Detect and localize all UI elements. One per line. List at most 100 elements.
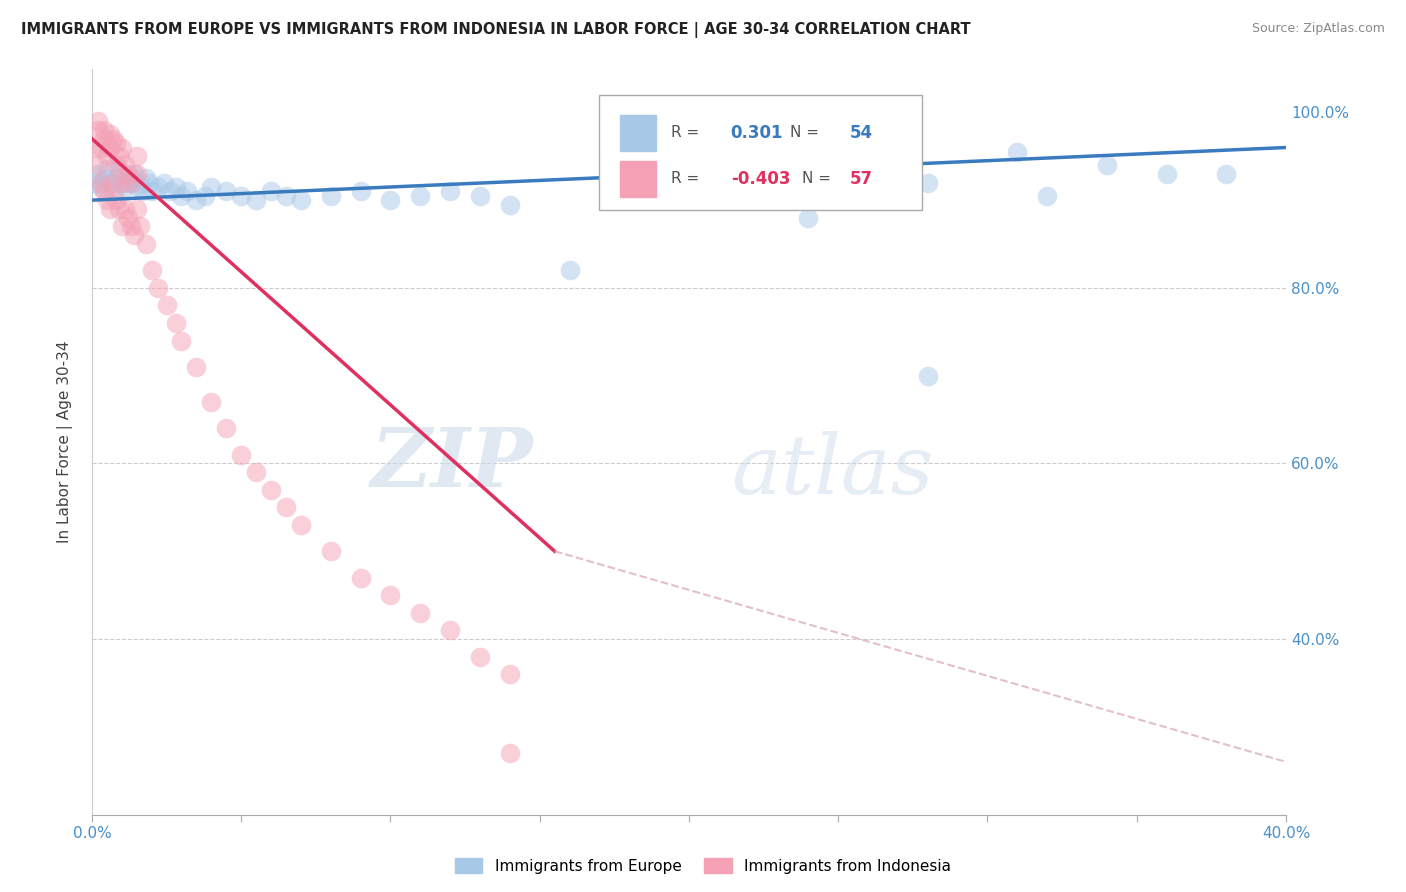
Point	[125, 202, 148, 216]
Point	[104, 193, 127, 207]
Point	[98, 176, 121, 190]
Point	[107, 162, 129, 177]
Point	[1215, 167, 1237, 181]
Point	[122, 167, 145, 181]
Point	[468, 188, 491, 202]
Point	[90, 140, 112, 154]
Point	[380, 588, 402, 602]
Point	[200, 180, 222, 194]
Point	[141, 263, 163, 277]
Point	[1007, 145, 1029, 159]
Point	[114, 202, 136, 216]
Point	[117, 211, 139, 225]
Point	[619, 188, 641, 202]
Point	[84, 140, 107, 154]
Text: Source: ZipAtlas.com: Source: ZipAtlas.com	[1251, 22, 1385, 36]
Point	[135, 171, 157, 186]
Point	[98, 128, 121, 142]
Point	[111, 176, 134, 190]
Point	[215, 421, 238, 435]
Point	[409, 606, 432, 620]
Bar	[620, 115, 655, 151]
Point	[125, 167, 148, 181]
Point	[93, 132, 115, 146]
Point	[558, 263, 581, 277]
Point	[1036, 188, 1059, 202]
Point	[380, 193, 402, 207]
Point	[186, 193, 208, 207]
Point	[128, 176, 150, 190]
Point	[231, 448, 253, 462]
Point	[128, 219, 150, 234]
Point	[917, 176, 939, 190]
Point	[96, 193, 118, 207]
Point	[104, 136, 127, 150]
Point	[104, 171, 127, 186]
Point	[260, 483, 283, 497]
Y-axis label: In Labor Force | Age 30-34: In Labor Force | Age 30-34	[58, 340, 73, 542]
Point	[468, 649, 491, 664]
Point	[120, 176, 142, 190]
Text: 57: 57	[851, 170, 873, 188]
Point	[245, 193, 267, 207]
Point	[125, 149, 148, 163]
Point	[200, 395, 222, 409]
Point	[111, 140, 134, 154]
Point	[84, 176, 107, 190]
Point	[349, 570, 371, 584]
Point	[93, 171, 115, 186]
Point	[141, 185, 163, 199]
Point	[111, 176, 134, 190]
Point	[499, 667, 522, 681]
Point	[290, 193, 312, 207]
Text: 54: 54	[851, 124, 873, 142]
Point	[274, 500, 297, 515]
Point	[101, 185, 124, 199]
Point	[194, 188, 217, 202]
Point	[120, 171, 142, 186]
Point	[93, 123, 115, 137]
Point	[125, 180, 148, 194]
Point	[186, 359, 208, 374]
Point	[90, 176, 112, 190]
Point	[98, 202, 121, 216]
Point	[499, 746, 522, 760]
Point	[155, 298, 177, 312]
Point	[290, 517, 312, 532]
Text: ZIP: ZIP	[371, 424, 534, 504]
Point	[231, 188, 253, 202]
Point	[319, 188, 342, 202]
Point	[260, 185, 283, 199]
Point	[90, 180, 112, 194]
Point	[349, 185, 371, 199]
Text: -0.403: -0.403	[731, 170, 790, 188]
Point	[176, 185, 198, 199]
Point	[107, 202, 129, 216]
Point	[117, 176, 139, 190]
Text: R =: R =	[671, 125, 704, 140]
Bar	[620, 161, 655, 197]
Point	[98, 140, 121, 154]
FancyBboxPatch shape	[599, 95, 922, 211]
Point	[274, 188, 297, 202]
Point	[101, 132, 124, 146]
Point	[114, 158, 136, 172]
Point	[101, 176, 124, 190]
Point	[737, 193, 759, 207]
Text: N =: N =	[803, 171, 837, 186]
Point	[96, 149, 118, 163]
Point	[170, 188, 193, 202]
Point	[245, 465, 267, 479]
Point	[138, 176, 160, 190]
Point	[120, 219, 142, 234]
Point	[797, 211, 820, 225]
Point	[409, 188, 432, 202]
Point	[165, 180, 187, 194]
Point	[159, 185, 181, 199]
Point	[114, 180, 136, 194]
Point	[1095, 158, 1118, 172]
Legend: Immigrants from Europe, Immigrants from Indonesia: Immigrants from Europe, Immigrants from …	[449, 852, 957, 880]
Point	[146, 180, 169, 194]
Point	[93, 185, 115, 199]
Text: IMMIGRANTS FROM EUROPE VS IMMIGRANTS FROM INDONESIA IN LABOR FORCE | AGE 30-34 C: IMMIGRANTS FROM EUROPE VS IMMIGRANTS FRO…	[21, 22, 970, 38]
